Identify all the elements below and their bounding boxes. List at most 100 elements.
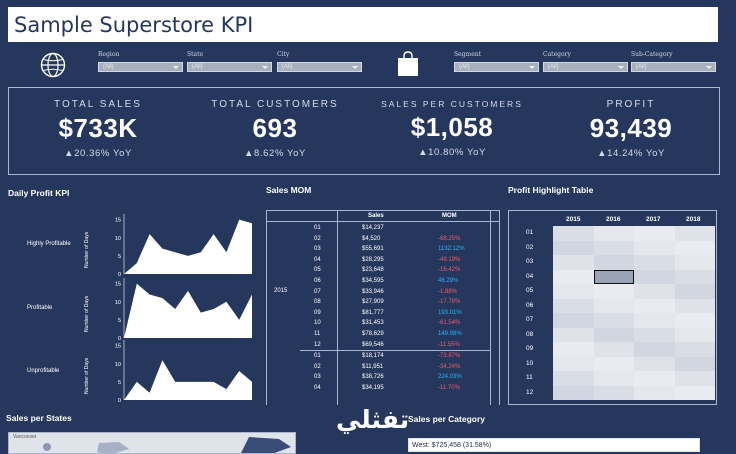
header-divider [267, 221, 499, 222]
mom-value: -73.87% [438, 353, 461, 360]
map-city-label: Vancouver [13, 434, 37, 440]
highlight-cell[interactable] [593, 298, 634, 313]
region-dropdown[interactable]: (All) [98, 62, 183, 72]
month-row-label: 06 [526, 301, 534, 309]
sales-mom-table [266, 210, 500, 405]
highlight-cell[interactable] [634, 269, 675, 284]
highlight-cell[interactable] [553, 298, 594, 313]
highlight-cell[interactable] [593, 327, 634, 342]
month-label: 02 [314, 363, 321, 370]
sub-category-dropdown[interactable]: (All) [631, 62, 716, 72]
highlight-cell[interactable] [674, 313, 715, 328]
highlight-cell[interactable] [593, 385, 634, 400]
filter-sub-category[interactable]: Sub-Category (All) [631, 51, 716, 72]
kpi-title: TOTAL SALES [54, 99, 142, 110]
y-axis-label: Number of Days [84, 295, 90, 332]
daily-profit-area-chart: 15 10 5 0 [115, 278, 252, 342]
highlight-cell[interactable] [634, 371, 675, 386]
highlight-cell[interactable] [634, 385, 675, 400]
month-row-label: 07 [526, 316, 534, 323]
sales-category-bar[interactable]: West: $725,458 (31.58%) [408, 438, 700, 452]
highlight-cell[interactable] [553, 255, 594, 270]
chevron-down-icon [173, 66, 179, 69]
highlight-cell[interactable] [634, 240, 675, 255]
highlight-cell[interactable] [593, 284, 634, 299]
highlight-cell[interactable] [634, 327, 675, 342]
filter-region[interactable]: Region (All) [98, 51, 183, 72]
highlight-cell[interactable] [634, 226, 675, 241]
kpi-total-sales: TOTAL SALES $733K ▲20.36% YoY [23, 99, 173, 159]
filter-category[interactable]: Category (All) [543, 51, 628, 72]
kpi-sales-per-customers: SALES PER CUSTOMERS $1,058 ▲10.80% YoY [377, 99, 527, 158]
highlight-cell[interactable] [674, 342, 715, 357]
highlight-cell[interactable] [553, 240, 594, 255]
highlight-cell[interactable] [553, 284, 594, 299]
kpi-title: TOTAL CUSTOMERS [211, 99, 339, 110]
highlight-cell[interactable] [634, 313, 675, 328]
highlight-cell[interactable] [674, 298, 715, 313]
highlight-cell[interactable] [593, 371, 634, 386]
year-label: 2015 [274, 288, 288, 294]
kpi-value: $1,058 [410, 112, 494, 142]
month-label: 02 [314, 235, 321, 242]
month-label: 11 [314, 331, 321, 337]
highlight-cell[interactable] [674, 327, 715, 342]
kpi-value: 93,439 [589, 113, 673, 143]
sales-mom-title: Sales MOM [266, 185, 312, 195]
highlight-cell[interactable] [553, 371, 594, 386]
highlight-cell[interactable] [553, 356, 594, 371]
highlight-cell[interactable] [674, 226, 715, 241]
highlight-cell[interactable] [593, 269, 634, 284]
kpi-value: 693 [252, 113, 298, 143]
column-header-mom: MOM [442, 213, 457, 219]
tick-label: 5 [118, 254, 121, 260]
month-row-label: 02 [526, 243, 534, 251]
tick-label: 0 [118, 398, 121, 404]
highlight-cell[interactable] [634, 356, 675, 371]
highlight-cell[interactable] [634, 284, 675, 299]
state-dropdown[interactable]: (All) [187, 62, 272, 72]
category-dropdown[interactable]: (All) [543, 62, 628, 72]
highlight-cell[interactable] [674, 284, 715, 299]
filter-label: State [187, 51, 204, 58]
highlight-cell[interactable] [674, 356, 715, 371]
highlight-cell[interactable] [674, 371, 715, 386]
sales-value: $55,691 [362, 246, 384, 253]
highlight-cell[interactable] [553, 342, 594, 357]
highlight-cell[interactable] [593, 313, 634, 328]
highlight-cell[interactable] [634, 298, 675, 313]
kpi-yoy: ▲8.62% YoY [244, 148, 306, 159]
highlight-cell[interactable] [593, 240, 634, 255]
month-row-label: 08 [526, 330, 534, 338]
highlight-cell[interactable] [674, 269, 715, 284]
tick-label: 15 [115, 218, 121, 224]
highlight-cell[interactable] [634, 342, 675, 357]
filter-segment[interactable]: Segment (All) [454, 51, 539, 72]
month-row-label: 11 [526, 374, 533, 381]
sales-value: $34,195 [362, 385, 384, 391]
kpi-profit: PROFIT 93,439 ▲14.24% YoY [556, 99, 706, 159]
filter-city[interactable]: City (All) [277, 51, 362, 72]
highlight-cell[interactable] [593, 255, 634, 270]
highlight-cell[interactable] [553, 226, 594, 241]
highlight-cell[interactable] [553, 385, 594, 400]
city-dropdown[interactable]: (All) [277, 62, 362, 72]
highlight-cell[interactable] [674, 240, 715, 255]
segment-dropdown[interactable]: (All) [454, 62, 539, 72]
filter-label: Segment [454, 51, 482, 58]
highlight-cell[interactable] [553, 269, 594, 284]
highlight-cell[interactable] [593, 226, 634, 241]
month-label: 03 [314, 374, 321, 381]
sales-states-map[interactable]: Vancouver [8, 432, 296, 454]
highlight-cell[interactable] [553, 313, 594, 328]
highlight-cell[interactable] [674, 255, 715, 270]
kpi-yoy: ▲14.24% YoY [597, 148, 665, 159]
chevron-down-icon [352, 66, 358, 69]
highlight-cell[interactable] [634, 255, 675, 270]
highlight-cell[interactable] [593, 342, 634, 357]
highlight-cell[interactable] [674, 385, 715, 400]
highlight-cell[interactable] [553, 327, 594, 342]
highlight-cell[interactable] [593, 356, 634, 371]
filter-state[interactable]: State (All) [187, 51, 272, 72]
year-column-header: 2018 [686, 216, 701, 223]
